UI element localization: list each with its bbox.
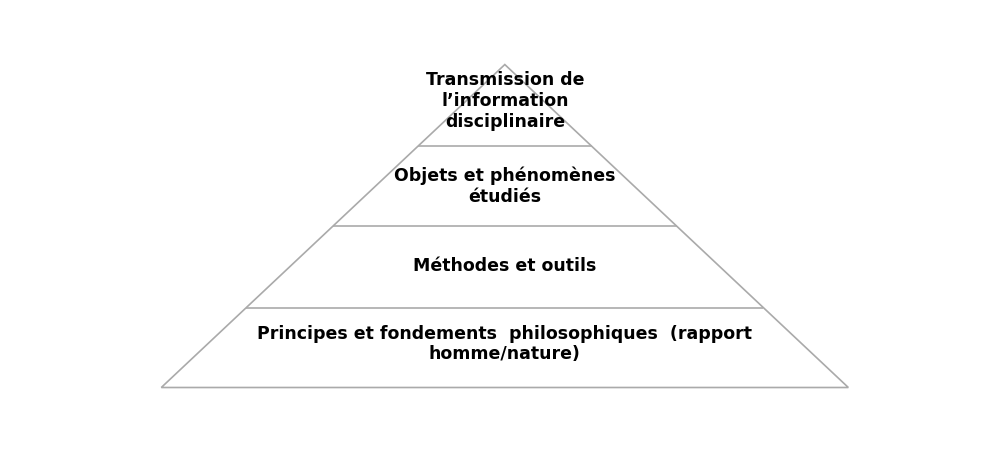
- Text: Principes et fondements  philosophiques  (rapport
homme/nature): Principes et fondements philosophiques (…: [257, 325, 753, 364]
- Text: Méthodes et outils: Méthodes et outils: [413, 257, 597, 275]
- Polygon shape: [162, 64, 848, 387]
- Text: Transmission de
l’information
disciplinaire: Transmission de l’information disciplina…: [426, 71, 584, 131]
- Text: Objets et phénomènes
étudiés: Objets et phénomènes étudiés: [394, 166, 616, 206]
